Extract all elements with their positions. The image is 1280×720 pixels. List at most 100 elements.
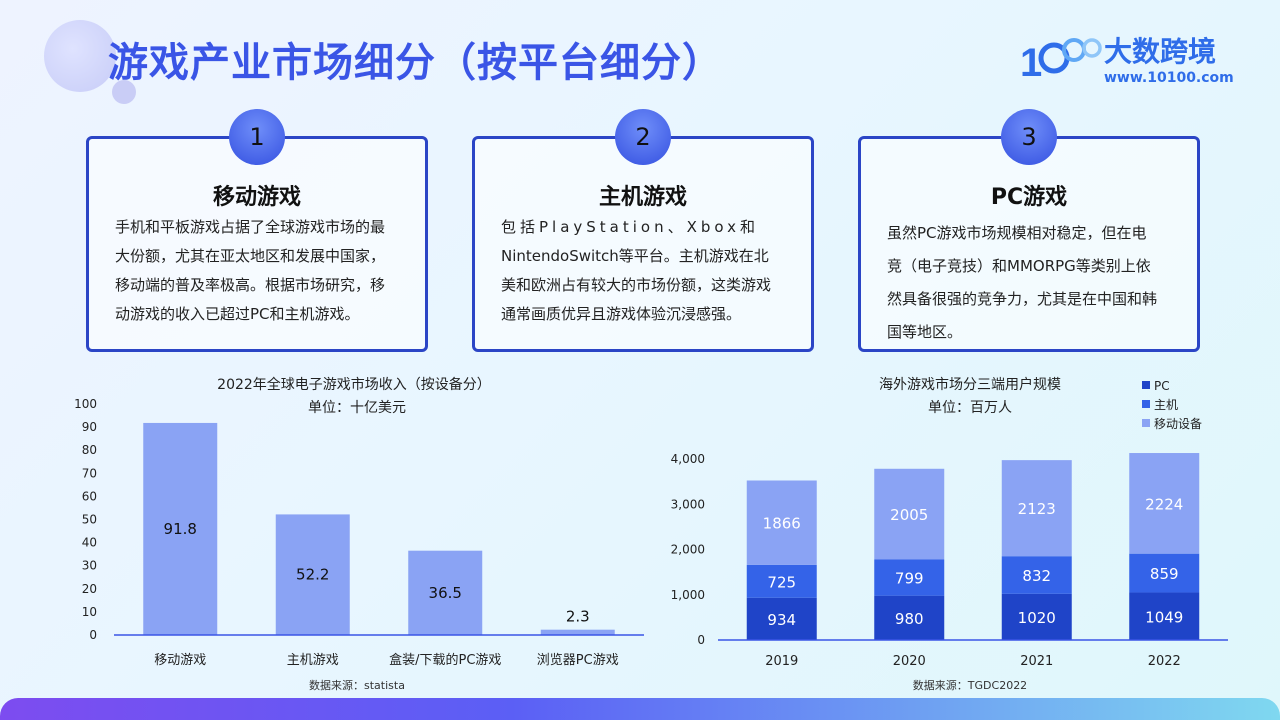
card-text-line: 包括PlayStation、Xbox和 [501, 218, 759, 236]
chart2-bar-segment [1001, 556, 1072, 594]
chart1-ytick-label: 30 [82, 559, 97, 573]
card-pc-games: 3 PC游戏 虽然PC游戏市场规模相对稳定，但在电 竞（电子竞技）和MMORPG… [858, 109, 1200, 352]
chart2-data-label: 1049 [1145, 608, 1183, 626]
chart2-bar-segment [746, 480, 817, 565]
chart2-source: 数据来源：TGDC2022 [913, 678, 1027, 692]
chart1-data-label: 52.2 [296, 566, 329, 584]
chart1-data-label: 36.5 [429, 584, 462, 602]
chart1-bar [275, 514, 350, 635]
decorative-circle-small [112, 80, 136, 104]
card-description: 包括PlayStation、Xbox和 NintendoSwitch等平台。主机… [501, 213, 791, 329]
card-title: PC游戏 [990, 185, 1068, 210]
card-text-line: 通常画质优异且游戏体验沉浸感强。 [501, 305, 742, 323]
chart2-bar-segment [874, 595, 945, 640]
chart2-legend-swatch [1142, 381, 1150, 389]
brand-logo: 1 大数跨境 www.10100.com [1018, 30, 1238, 90]
chart2-bar-segment [1001, 593, 1072, 640]
logo-url: www.10100.com [1104, 70, 1234, 86]
chart1-ytick-label: 70 [82, 466, 97, 480]
card-mobile-games: 1 移动游戏 手机和平板游戏占据了全球游戏市场的最 大份额，尤其在亚太地区和发展… [86, 109, 428, 352]
chart2-data-label: 934 [767, 611, 796, 629]
chart1-ytick-label: 10 [82, 605, 97, 619]
chart2-data-label: 980 [895, 610, 924, 628]
chart1-ytick-label: 0 [89, 628, 97, 642]
chart1-ytick-label: 90 [82, 420, 97, 434]
chart1-ytick-label: 50 [82, 513, 97, 527]
chart2-bar-segment [874, 468, 945, 560]
logo-name: 大数跨境 [1104, 35, 1217, 68]
card-number-badge: 2 [615, 109, 671, 165]
chart2-data-label: 2224 [1145, 495, 1183, 513]
card-text-line: 手机和平板游戏占据了全球游戏市场的最 [115, 218, 386, 236]
chart2-category-label: 2022 [1148, 654, 1181, 669]
chart2-bar-segment [1129, 592, 1200, 640]
chart1-bar [143, 422, 218, 635]
chart1-category-label: 盒装/下载的PC游戏 [389, 652, 501, 668]
chart1-data-label: 91.8 [164, 520, 197, 538]
chart2-ytick-label: 4,000 [671, 452, 705, 466]
card-number-badge: 3 [1001, 109, 1057, 165]
chart2-ytick-label: 0 [697, 633, 705, 647]
chart2-data-label: 1020 [1018, 609, 1056, 627]
card-text-line: 动游戏的收入已超过PC和主机游戏。 [115, 305, 360, 323]
card-description: 手机和平板游戏占据了全球游戏市场的最 大份额，尤其在亚太地区和发展中国家， 移动… [115, 213, 405, 329]
chart2-bar-segment [874, 559, 945, 596]
card-text-line: 移动端的普及率极高。根据市场研究，移 [115, 276, 386, 294]
logo-mark-icon: 1 [1020, 38, 1102, 85]
chart2-ytick-label: 1,000 [671, 588, 705, 602]
chart1-ytick-label: 100 [74, 397, 97, 411]
chart2-title: 海外游戏市场分三端用户规模 [879, 376, 1061, 393]
chart1-ytick-label: 20 [82, 582, 97, 596]
chart1-subtitle: 单位：十亿美元 [308, 400, 406, 416]
chart2-category-label: 2020 [893, 654, 926, 669]
chart2-ytick-label: 2,000 [671, 543, 705, 557]
chart1-category-label: 移动游戏 [154, 653, 206, 668]
chart2-data-label: 2123 [1018, 500, 1056, 518]
card-text-line: 国等地区。 [887, 323, 963, 341]
card-text-line: NintendoSwitch等平台。主机游戏在北 [501, 247, 769, 265]
chart1-source: 数据来源：statista [309, 678, 405, 692]
chart1-ytick-label: 40 [82, 536, 97, 550]
chart1-ytick-label: 80 [82, 443, 97, 457]
card-console-games: 2 主机游戏 包括PlayStation、Xbox和 NintendoSwitc… [472, 109, 814, 352]
svg-text:1: 1 [1020, 41, 1042, 85]
chart1-category-label: 浏览器PC游戏 [537, 652, 619, 668]
chart2-bar-segment [1129, 553, 1200, 593]
chart1-title: 2022年全球电子游戏市场收入（按设备分） [217, 376, 491, 393]
chart2-ytick-label: 3,000 [671, 497, 705, 511]
card-text-line: 竞（电子竞技）和MMORPG等类别上依 [887, 257, 1151, 275]
card-number-badge: 1 [229, 109, 285, 165]
card-description: 虽然PC游戏市场规模相对稳定，但在电 竞（电子竞技）和MMORPG等类别上依 然… [887, 217, 1177, 349]
chart2-data-label: 2005 [890, 506, 928, 524]
chart1-bar [540, 629, 615, 635]
chart2-legend-label: PC [1154, 379, 1170, 393]
chart1-data-label: 2.3 [566, 608, 590, 626]
bottom-decorative-bar [0, 698, 1280, 720]
chart2-category-label: 2019 [765, 654, 798, 669]
chart2-subtitle: 单位：百万人 [928, 400, 1012, 416]
chart1-ytick-label: 60 [82, 489, 97, 503]
chart2-category-label: 2021 [1020, 654, 1053, 669]
chart2-data-label: 1866 [763, 515, 801, 533]
card-text-line: 大份额，尤其在亚太地区和发展中国家， [115, 247, 386, 265]
chart2-data-label: 832 [1022, 567, 1051, 585]
chart1-bar [408, 550, 483, 635]
card-text-line: 然具备很强的竞争力，尤其是在中国和韩 [887, 290, 1158, 308]
chart2-legend-label: 移动设备 [1154, 417, 1202, 431]
chart2-legend-swatch [1142, 400, 1150, 408]
chart2-legend-swatch [1142, 419, 1150, 427]
chart2-bar-segment [746, 597, 817, 640]
page-title: 游戏产业市场细分（按平台细分） [108, 40, 723, 86]
chart2-data-label: 725 [767, 573, 796, 591]
chart2-legend-label: 主机 [1154, 398, 1178, 412]
chart1-category-label: 主机游戏 [287, 653, 339, 668]
card-title: 主机游戏 [598, 185, 687, 210]
card-title: 移动游戏 [212, 185, 301, 210]
chart2-data-label: 859 [1150, 565, 1179, 583]
chart2-bar-segment [1129, 453, 1200, 554]
card-text-line: 虽然PC游戏市场规模相对稳定，但在电 [887, 224, 1147, 242]
chart2-data-label: 799 [895, 570, 924, 588]
chart2-bar-segment [1001, 460, 1072, 557]
decorative-circle-large [44, 20, 116, 92]
